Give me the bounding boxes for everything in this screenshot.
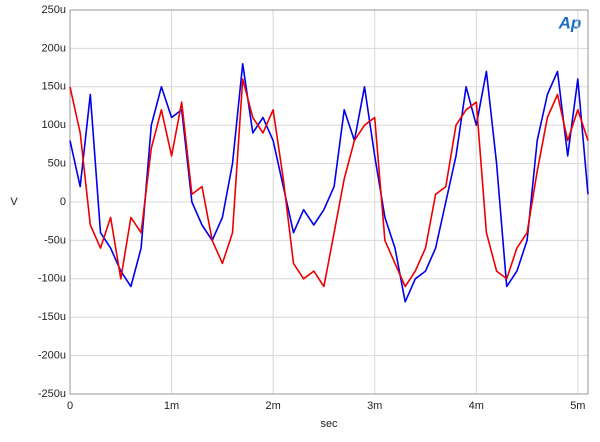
x-tick-label: 1m — [164, 400, 179, 412]
x-tick-label: 3m — [367, 400, 382, 412]
plot-border — [69, 9, 589, 395]
y-tick-label: 100u — [42, 119, 66, 131]
y-tick-label: 150u — [42, 81, 66, 93]
y-tick-label: 0 — [60, 196, 66, 208]
x-axis-label: sec — [320, 418, 338, 430]
data-line — [69, 63, 589, 303]
y-tick-label: 200u — [42, 42, 66, 54]
x-tick-label: 2m — [265, 400, 280, 412]
y-tick-label: -100u — [38, 273, 66, 285]
y-axis-label: V — [10, 196, 18, 208]
data-line — [69, 78, 589, 288]
y-tick-label: -50u — [44, 234, 66, 246]
y-tick-label: 50u — [48, 158, 66, 170]
y-tick-label: -150u — [38, 311, 66, 323]
x-tick-label: 5m — [570, 400, 585, 412]
y-tick-label: -200u — [38, 350, 66, 362]
x-tick-label: 4m — [469, 400, 484, 412]
x-tick-label: 0 — [67, 400, 73, 412]
y-tick-label: -250u — [38, 388, 66, 400]
y-tick-label: 250u — [42, 4, 66, 16]
logo: Ap — [558, 13, 582, 32]
